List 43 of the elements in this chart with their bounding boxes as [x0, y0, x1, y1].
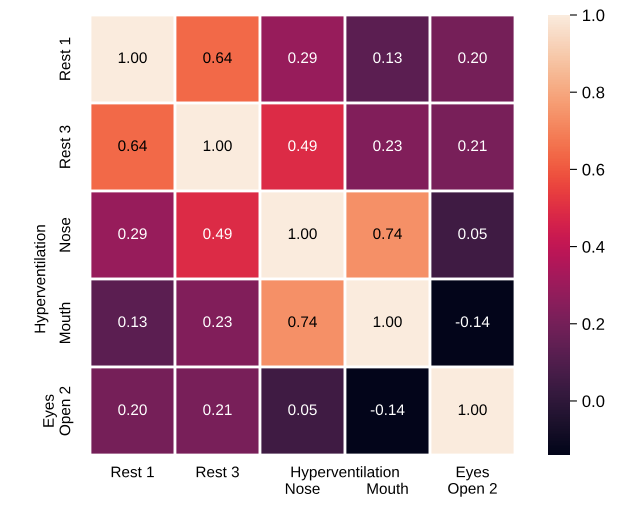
data-label: 0.49 — [288, 140, 317, 152]
data-label: 1.00 — [458, 404, 487, 416]
data-label: 0.13 — [373, 52, 402, 64]
data-label: 0.21 — [458, 140, 487, 152]
x-tick-label: Rest 1 — [112, 466, 154, 478]
x-tick-label: Eyes Open 2 — [448, 466, 497, 497]
color-bar-label: 0.0 — [582, 395, 604, 408]
x-tick-label: Rest 3 — [196, 466, 239, 478]
data-label: 0.13 — [118, 316, 147, 328]
y-tick-label: Eyes Open 2 — [43, 386, 74, 436]
data-label: 0.23 — [203, 316, 232, 328]
color-bar-label: 1.0 — [583, 9, 604, 22]
y-tick-label: Rest 1 — [60, 38, 70, 80]
y-tick-label: Mouth — [59, 302, 70, 343]
data-label: 0.05 — [288, 404, 317, 416]
data-label: 0.05 — [458, 228, 487, 240]
data-label: 1.00 — [118, 52, 147, 64]
data-label: 0.23 — [373, 140, 402, 152]
color-bar-label: 0.6 — [582, 164, 604, 176]
data-label: 0.64 — [118, 140, 147, 152]
color-bar-label: 0.4 — [582, 240, 604, 253]
data-label: 0.20 — [118, 404, 147, 416]
x-tick-label: Mouth — [368, 482, 408, 494]
data-label: 1.00 — [204, 140, 232, 152]
data-label: 0.29 — [288, 52, 317, 64]
color-bar-label: 0.8 — [582, 86, 604, 98]
data-label: 1.00 — [288, 228, 317, 240]
y-tick-label: Rest 3 — [59, 126, 70, 168]
text: Hyperventilation — [291, 466, 399, 480]
text: Hyperventilation — [34, 225, 48, 333]
data-label: 0.74 — [373, 228, 402, 240]
data-label: 0.74 — [288, 316, 317, 328]
y-tick-label: Nose — [60, 218, 70, 252]
data-label: 0.29 — [118, 228, 147, 240]
data-label: 0.49 — [203, 228, 232, 240]
data-label: 0.21 — [203, 404, 232, 416]
color-bar-label: 0.2 — [582, 318, 604, 330]
data-label: 0.64 — [203, 52, 232, 64]
data-label: -0.14 — [456, 316, 490, 328]
x-tick-label: Nose — [286, 483, 320, 494]
data-label: 1.00 — [374, 316, 402, 328]
data-label: 0.20 — [458, 52, 487, 64]
data-label: -0.14 — [370, 404, 404, 416]
